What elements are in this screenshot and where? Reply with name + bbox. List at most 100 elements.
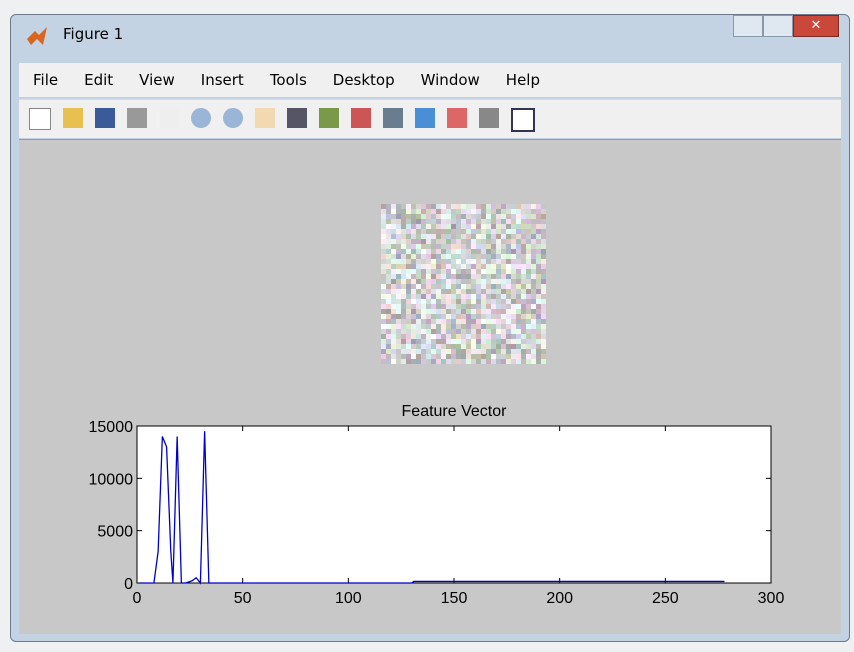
image-pixel — [511, 229, 516, 234]
menu-item[interactable]: Desktop — [333, 71, 395, 89]
image-pixel — [481, 249, 486, 254]
image-pixel — [446, 329, 451, 334]
menu-item[interactable]: View — [139, 71, 175, 89]
image-pixel — [486, 314, 491, 319]
minimize-button[interactable] — [733, 15, 763, 37]
x-tick-label: 100 — [335, 590, 362, 607]
legend-icon[interactable] — [447, 108, 467, 128]
image-pixel — [451, 349, 456, 354]
image-pixel — [411, 284, 416, 289]
image-pixel — [446, 229, 451, 234]
image-pixel — [401, 354, 406, 359]
image-pixel — [446, 304, 451, 309]
image-pixel — [411, 319, 416, 324]
show-tools-icon[interactable] — [511, 108, 535, 132]
image-pixel — [486, 254, 491, 259]
image-pixel — [491, 249, 496, 254]
image-pixel — [446, 294, 451, 299]
image-pixel — [411, 354, 416, 359]
image-pixel — [521, 279, 526, 284]
print-icon[interactable] — [127, 108, 147, 128]
image-pixel — [486, 219, 491, 224]
open-icon[interactable] — [63, 108, 83, 128]
menu-item[interactable]: Help — [506, 71, 540, 89]
brush-icon[interactable] — [351, 108, 371, 128]
image-pixel — [521, 284, 526, 289]
image-pixel — [536, 329, 541, 334]
menu-item[interactable]: File — [33, 71, 58, 89]
image-pixel — [471, 304, 476, 309]
rotate-icon[interactable] — [287, 108, 307, 128]
image-pixel — [506, 229, 511, 234]
image-pixel — [431, 304, 436, 309]
image-pixel — [396, 289, 401, 294]
image-pixel — [516, 239, 521, 244]
image-pixel — [501, 284, 506, 289]
image-pixel — [531, 339, 536, 344]
image-pixel — [451, 244, 456, 249]
image-pixel — [511, 354, 516, 359]
image-pixel — [411, 314, 416, 319]
image-pixel — [401, 339, 406, 344]
image-pixel — [446, 204, 451, 209]
image-pixel — [531, 334, 536, 339]
image-pixel — [496, 354, 501, 359]
image-pixel — [461, 334, 466, 339]
pan-icon[interactable] — [255, 108, 275, 128]
image-pixel — [481, 214, 486, 219]
image-pixel — [411, 259, 416, 264]
pointer-icon[interactable] — [159, 108, 179, 128]
hide-tools-icon[interactable] — [479, 108, 499, 128]
menu-item[interactable]: Window — [421, 71, 480, 89]
image-pixel — [446, 269, 451, 274]
image-pixel — [516, 234, 521, 239]
image-pixel — [536, 324, 541, 329]
zoom-in-icon[interactable] — [191, 108, 211, 128]
image-pixel — [396, 249, 401, 254]
image-pixel — [526, 254, 531, 259]
menu-item[interactable]: Tools — [270, 71, 307, 89]
image-pixel — [456, 349, 461, 354]
image-pixel — [431, 354, 436, 359]
image-pixel — [511, 204, 516, 209]
image-pixel — [456, 219, 461, 224]
link-icon[interactable] — [383, 108, 403, 128]
image-pixel — [401, 214, 406, 219]
image-pixel — [441, 259, 446, 264]
image-pixel — [441, 344, 446, 349]
image-pixel — [491, 329, 496, 334]
image-pixel — [401, 284, 406, 289]
zoom-out-icon[interactable] — [223, 108, 243, 128]
image-pixel — [421, 224, 426, 229]
image-pixel — [461, 259, 466, 264]
close-button[interactable]: ✕ — [793, 15, 839, 37]
image-pixel — [521, 209, 526, 214]
image-pixel — [401, 309, 406, 314]
datacursor-icon[interactable] — [319, 108, 339, 128]
window-buttons: ✕ — [733, 15, 839, 37]
menu-item[interactable]: Insert — [201, 71, 244, 89]
image-pixel — [476, 224, 481, 229]
image-pixel — [401, 244, 406, 249]
image-pixel — [516, 229, 521, 234]
maximize-button[interactable] — [763, 15, 793, 37]
image-pixel — [541, 269, 546, 274]
image-pixel — [511, 309, 516, 314]
image-pixel — [531, 309, 536, 314]
image-pixel — [381, 319, 386, 324]
image-pixel — [486, 229, 491, 234]
image-pixel — [411, 234, 416, 239]
image-pixel — [481, 294, 486, 299]
image-pixel — [416, 234, 421, 239]
menu-item[interactable]: Edit — [84, 71, 113, 89]
image-pixel — [411, 349, 416, 354]
colorbar-icon[interactable] — [415, 108, 435, 128]
image-pixel — [456, 289, 461, 294]
image-pixel — [391, 299, 396, 304]
image-pixel — [386, 209, 391, 214]
new-icon[interactable] — [29, 108, 51, 130]
image-pixel — [451, 279, 456, 284]
image-pixel — [531, 239, 536, 244]
save-icon[interactable] — [95, 108, 115, 128]
image-pixel — [446, 239, 451, 244]
